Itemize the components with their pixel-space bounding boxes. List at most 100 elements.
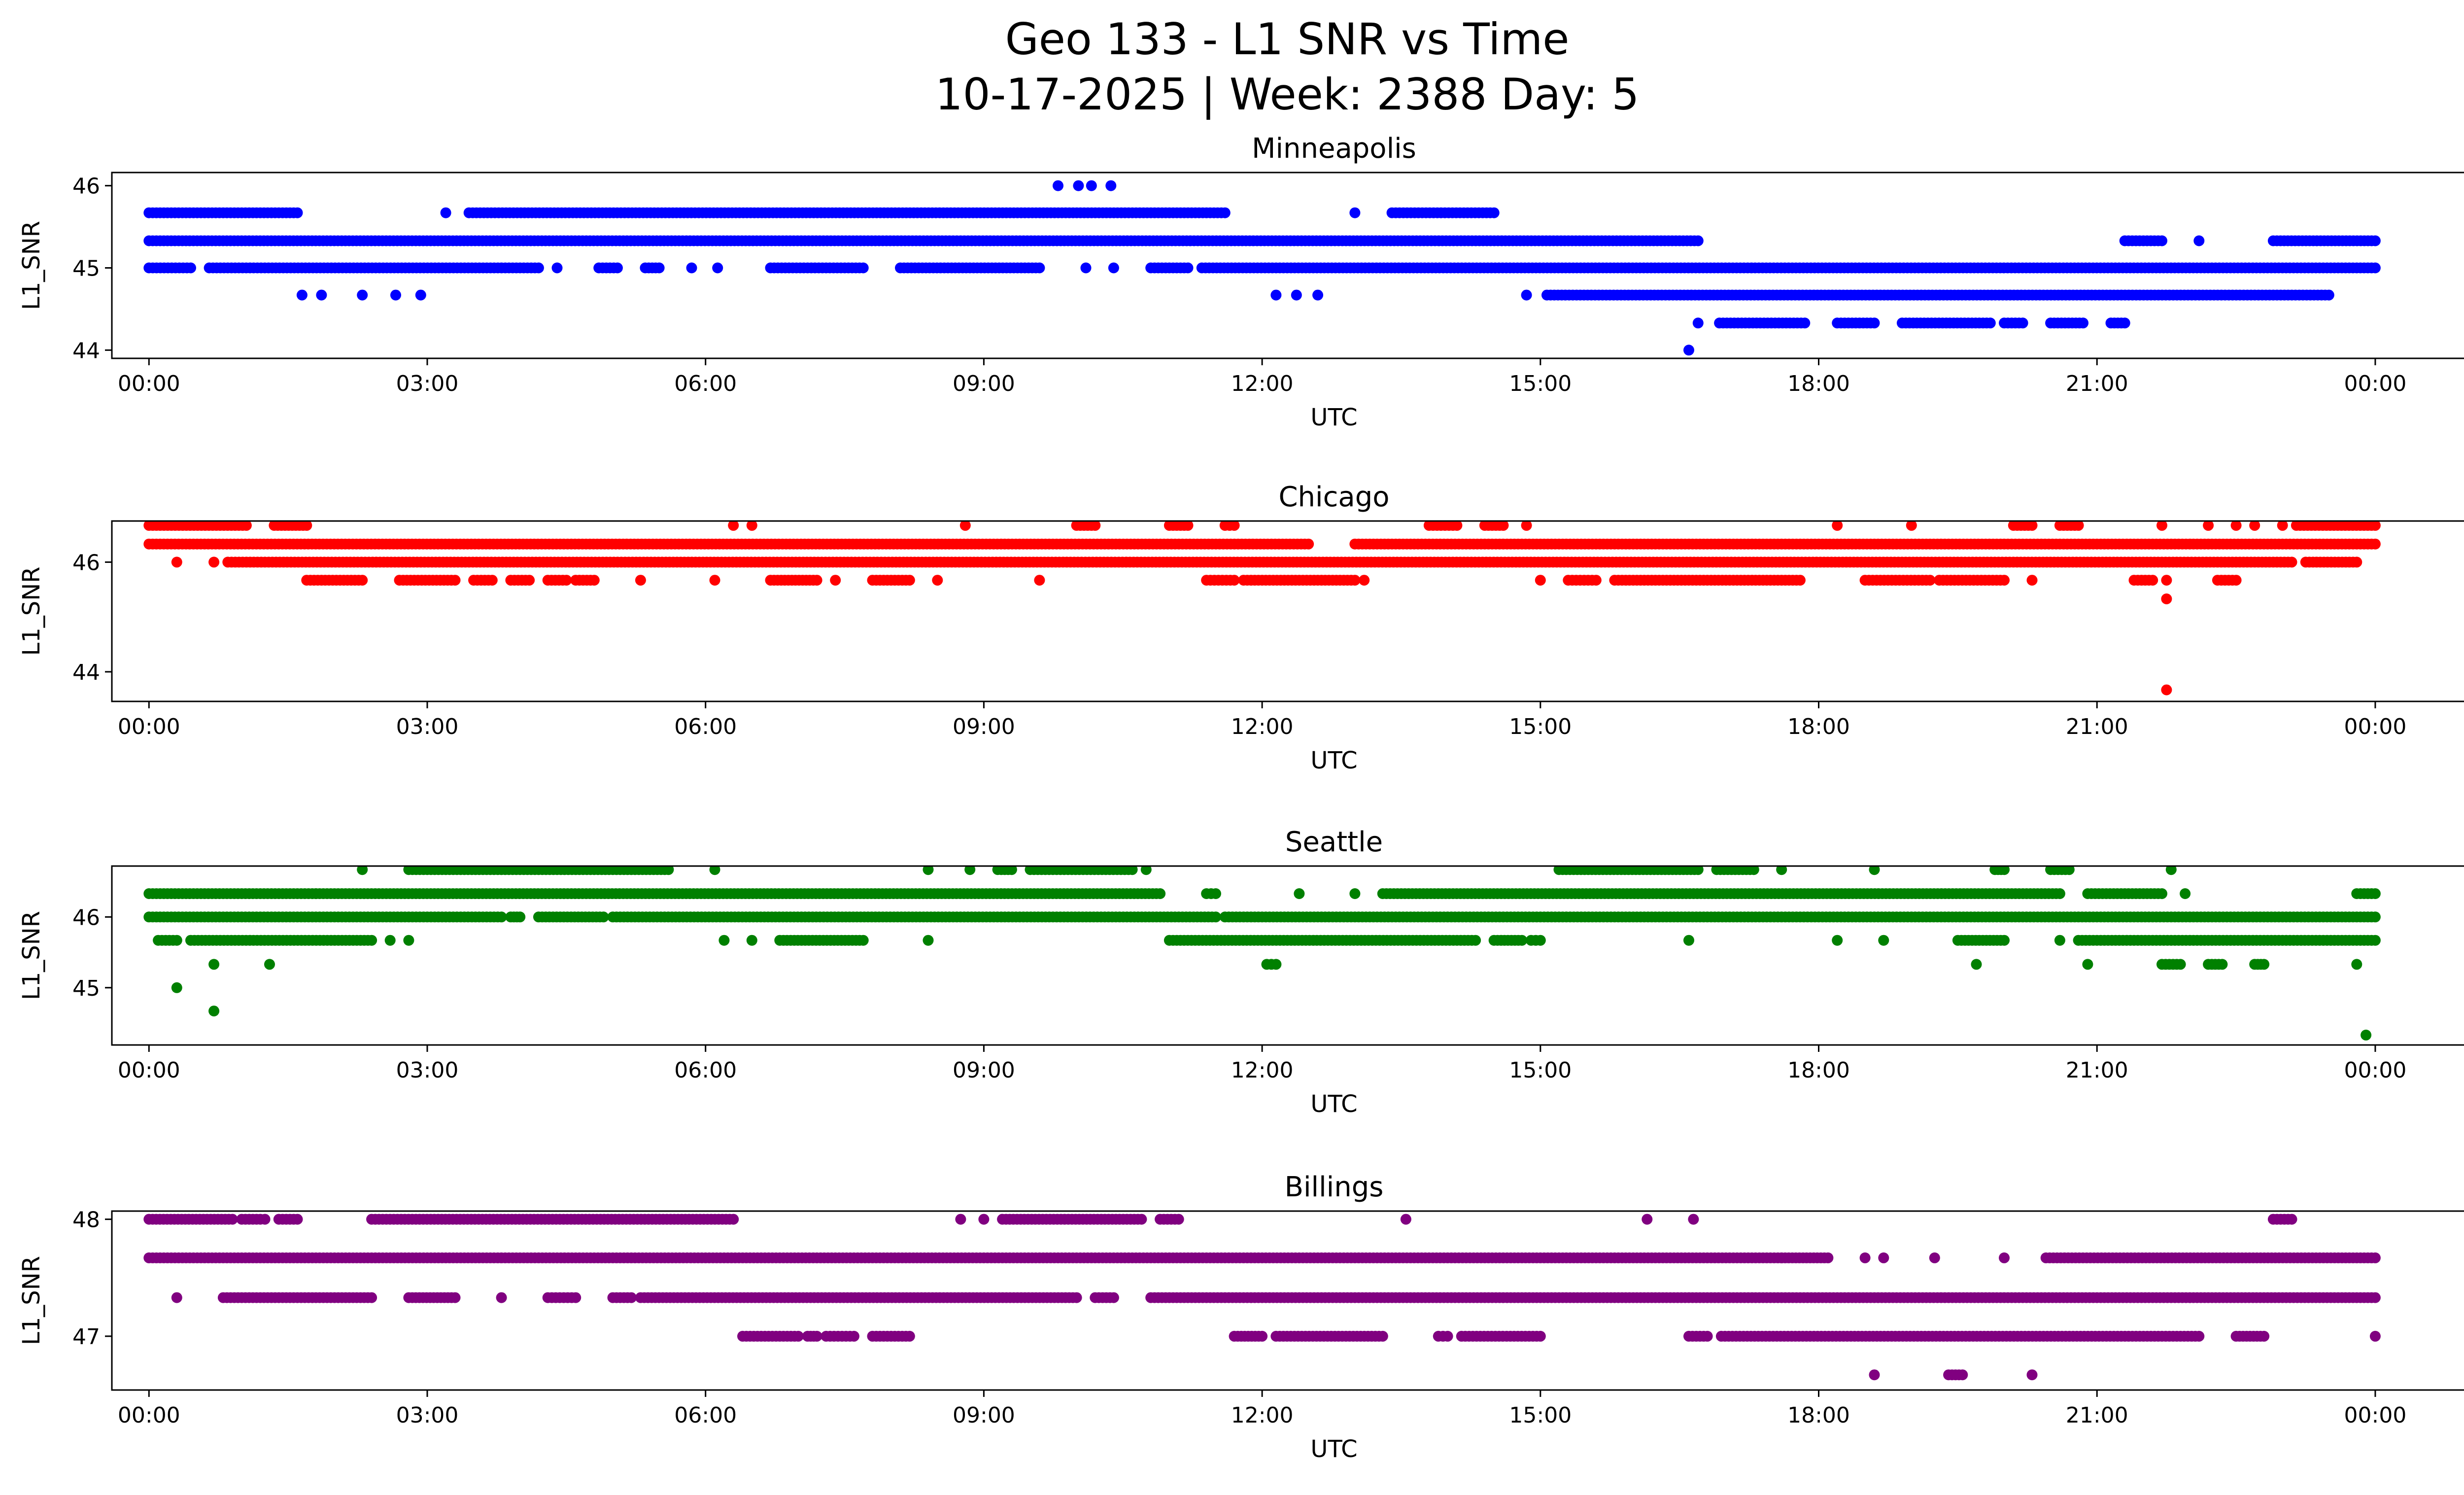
data-point (2147, 575, 2158, 586)
data-point (1294, 888, 1305, 899)
x-tick-label: 00:00 (118, 1058, 180, 1083)
y-tick-label: 44 (72, 660, 100, 685)
data-point (2063, 866, 2075, 875)
data-point (830, 575, 841, 586)
data-point (514, 911, 526, 923)
data-point (959, 521, 971, 531)
data-point (2351, 959, 2362, 970)
y-tick-label: 46 (72, 550, 100, 575)
x-tick-label: 09:00 (953, 714, 1015, 739)
data-point (1799, 317, 1811, 329)
data-point (1080, 262, 1092, 274)
data-point (2249, 521, 2260, 531)
data-point (1136, 1214, 1147, 1225)
data-point (1090, 521, 1101, 531)
data-point (2230, 521, 2242, 531)
data-point (2078, 317, 2088, 329)
data-point (1692, 317, 1704, 329)
data-point (2323, 289, 2334, 301)
data-point (1053, 180, 1063, 191)
data-point (2156, 521, 2167, 531)
data-point (2277, 521, 2288, 531)
data-point (2026, 521, 2038, 531)
data-point (1692, 235, 1704, 246)
data-point (712, 262, 723, 274)
x-tick-label: 12:00 (1231, 1058, 1294, 1083)
data-point (403, 935, 414, 946)
data-point (1108, 262, 1119, 274)
x-tick-label: 06:00 (674, 714, 737, 739)
x-tick-label: 00:00 (118, 714, 180, 739)
data-point (1349, 575, 1361, 586)
x-tick-label: 00:00 (2344, 714, 2407, 739)
data-point (1210, 911, 1221, 923)
data-point (1155, 888, 1166, 899)
data-point (728, 521, 739, 531)
data-point (301, 521, 312, 531)
data-point (1470, 935, 1481, 946)
data-point (857, 935, 869, 946)
data-point (2156, 235, 2167, 246)
data-point (2119, 317, 2130, 329)
chart-subtitle: 10-17-2025 | Week: 2388 Day: 5 (935, 69, 1640, 120)
data-point (357, 575, 368, 586)
data-point (357, 866, 368, 875)
data-series (143, 1214, 2381, 1381)
data-point (1869, 866, 1880, 875)
data-point (1182, 262, 1194, 274)
data-point (366, 935, 377, 946)
data-point (1832, 935, 1843, 946)
data-point (171, 935, 182, 946)
data-point (1869, 317, 1880, 329)
data-point (1173, 1214, 1184, 1225)
data-point (1006, 866, 1017, 875)
data-point (1451, 521, 1463, 531)
data-point (2082, 959, 2093, 970)
data-point (1832, 521, 1843, 531)
data-point (1985, 317, 1996, 329)
data-point (1878, 935, 1889, 946)
data-point (449, 575, 461, 586)
data-point (1312, 289, 1324, 301)
data-point (1488, 207, 1500, 218)
data-point (1229, 575, 1240, 586)
data-point (171, 556, 182, 568)
data-point (1073, 180, 1084, 191)
data-point (709, 575, 720, 586)
data-point (932, 575, 943, 586)
data-point (588, 575, 600, 586)
data-point (1692, 866, 1704, 875)
data-point (296, 289, 308, 301)
data-point (923, 935, 934, 946)
data-point (415, 289, 426, 301)
data-point (1498, 521, 1509, 531)
data-point (904, 575, 915, 586)
data-point (1210, 888, 1221, 899)
x-tick-label: 00:00 (2344, 371, 2407, 396)
subplot-title: Billings (1285, 1171, 1384, 1203)
x-axis-label: UTC (1310, 1090, 1357, 1118)
data-point (686, 262, 697, 274)
data-series (143, 180, 2381, 356)
data-point (1521, 289, 1532, 301)
data-point (1219, 207, 1231, 218)
data-point (486, 575, 498, 586)
data-point (1776, 866, 1787, 875)
data-point (2361, 1029, 2372, 1041)
x-tick-label: 03:00 (396, 714, 459, 739)
axes-frame (111, 865, 2464, 1046)
data-point (719, 935, 730, 946)
data-point (440, 207, 451, 218)
data-point (264, 959, 275, 970)
y-axis-label: L1_SNR (18, 221, 45, 310)
data-point (1999, 866, 2010, 875)
x-tick-label: 21:00 (2066, 1058, 2128, 1083)
subplot-title: Minneapolis (1252, 133, 1416, 165)
data-point (635, 575, 646, 586)
data-point (1516, 935, 1528, 946)
data-point (1034, 262, 1045, 274)
data-point (2369, 235, 2381, 246)
y-tick-label: 45 (72, 256, 100, 281)
data-point (1303, 538, 1314, 550)
